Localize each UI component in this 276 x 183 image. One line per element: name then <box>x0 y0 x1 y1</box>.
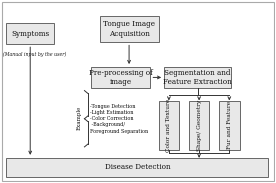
FancyBboxPatch shape <box>6 158 269 177</box>
FancyBboxPatch shape <box>189 101 209 150</box>
FancyBboxPatch shape <box>6 23 54 44</box>
Text: Segmentation and
Feature Extraction: Segmentation and Feature Extraction <box>163 68 232 86</box>
Text: Example: Example <box>76 106 81 130</box>
Text: Symptoms: Symptoms <box>11 30 49 38</box>
FancyBboxPatch shape <box>91 67 150 88</box>
Text: Color and Texture: Color and Texture <box>166 98 171 152</box>
FancyBboxPatch shape <box>159 101 179 150</box>
Text: -Tongue Detection
-Light Estimation
-Color Correction
 -Background/
Foreground S: -Tongue Detection -Light Estimation -Col… <box>91 104 148 134</box>
Text: Fur and Feature: Fur and Feature <box>227 101 232 149</box>
Text: (Manual input by the user): (Manual input by the user) <box>3 52 67 57</box>
FancyBboxPatch shape <box>164 67 231 88</box>
Text: Shape/ Geometry: Shape/ Geometry <box>197 99 201 151</box>
Text: Tongue Image
Acquisition: Tongue Image Acquisition <box>103 20 155 38</box>
FancyBboxPatch shape <box>219 101 240 150</box>
Text: Pre-processing of
image: Pre-processing of image <box>89 68 153 86</box>
FancyBboxPatch shape <box>100 16 159 42</box>
Text: Disease Detection: Disease Detection <box>105 163 170 171</box>
